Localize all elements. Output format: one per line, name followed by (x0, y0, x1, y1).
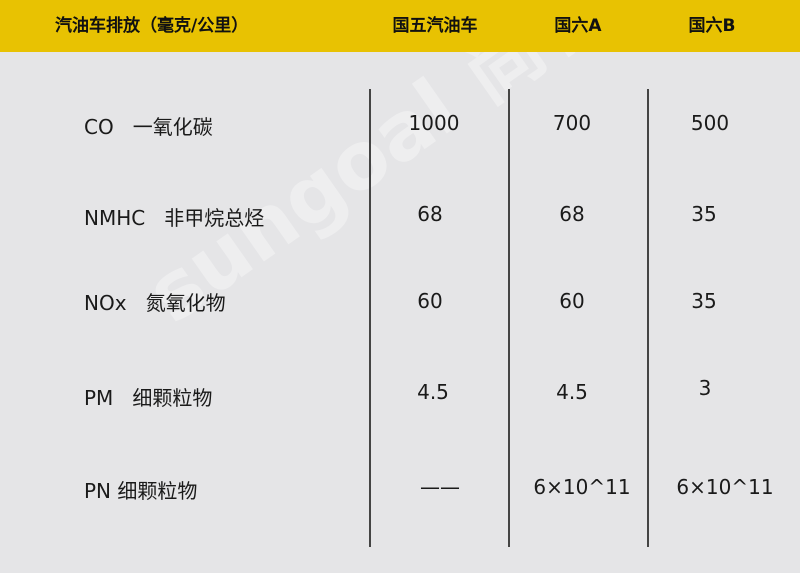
row-label: NMHC 非甲烷总烃 (84, 206, 265, 230)
cell: 35 (691, 289, 717, 313)
header-col-guo6a: 国六A (554, 16, 602, 36)
cell: 6×10^11 (533, 475, 631, 499)
header-col-guo5: 国五汽油车 (392, 16, 478, 36)
cell: —— (420, 475, 460, 499)
row-label: NOx 氮氧化物 (84, 291, 226, 315)
cell: 500 (690, 111, 730, 135)
cell: 4.5 (417, 380, 449, 404)
cell: 700 (552, 111, 592, 135)
cell: 6×10^11 (676, 475, 774, 499)
cell: 35 (691, 202, 717, 226)
header-title: 汽油车排放（毫克/公里） (55, 16, 249, 36)
cell: 3 (698, 376, 712, 400)
header-col-guo6b: 国六B (688, 16, 736, 36)
cell: 1000 (408, 111, 460, 135)
cell: 60 (417, 289, 443, 313)
table-header: 汽油车排放（毫克/公里） 国五汽油车 国六A 国六B (0, 0, 800, 52)
row-label: PM 细颗粒物 (84, 386, 213, 410)
row-label: CO 一氧化碳 (84, 115, 213, 139)
column-divider (647, 89, 649, 547)
cell: 68 (559, 202, 585, 226)
cell: 68 (417, 202, 443, 226)
cell: 4.5 (556, 380, 588, 404)
cell: 60 (559, 289, 585, 313)
row-label: PN 细颗粒物 (84, 479, 198, 503)
column-divider (508, 89, 510, 547)
column-divider (369, 89, 371, 547)
